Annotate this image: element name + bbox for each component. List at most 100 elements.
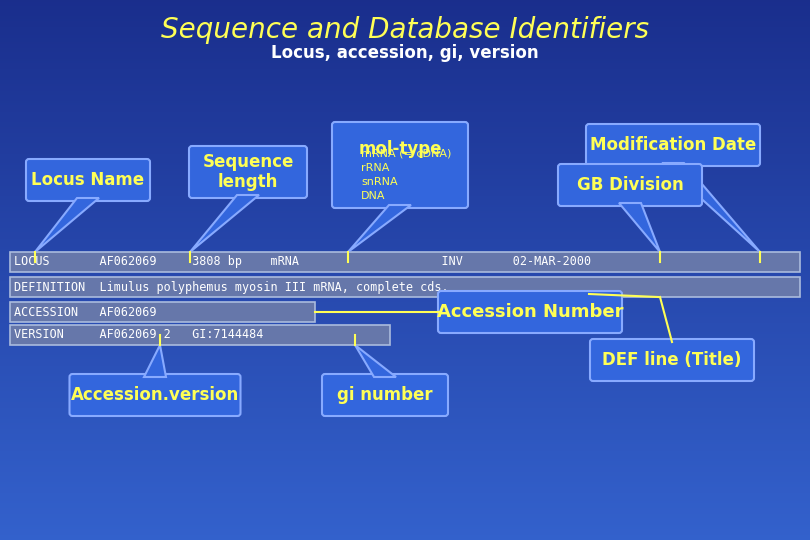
FancyBboxPatch shape (0, 233, 810, 234)
FancyBboxPatch shape (0, 127, 810, 128)
FancyBboxPatch shape (0, 186, 810, 187)
FancyBboxPatch shape (0, 471, 810, 472)
FancyBboxPatch shape (0, 312, 810, 313)
FancyBboxPatch shape (0, 504, 810, 505)
FancyBboxPatch shape (0, 149, 810, 150)
FancyBboxPatch shape (0, 532, 810, 533)
FancyBboxPatch shape (0, 78, 810, 79)
FancyBboxPatch shape (0, 431, 810, 432)
FancyBboxPatch shape (0, 26, 810, 27)
FancyBboxPatch shape (0, 22, 810, 23)
FancyBboxPatch shape (0, 210, 810, 211)
FancyBboxPatch shape (0, 425, 810, 426)
FancyBboxPatch shape (0, 35, 810, 36)
FancyBboxPatch shape (0, 122, 810, 123)
FancyBboxPatch shape (0, 455, 810, 456)
FancyBboxPatch shape (0, 37, 810, 38)
FancyBboxPatch shape (0, 280, 810, 281)
FancyBboxPatch shape (0, 528, 810, 529)
FancyBboxPatch shape (0, 71, 810, 72)
FancyBboxPatch shape (0, 243, 810, 244)
FancyBboxPatch shape (0, 221, 810, 222)
FancyBboxPatch shape (0, 370, 810, 371)
FancyBboxPatch shape (0, 360, 810, 361)
Polygon shape (619, 203, 660, 252)
FancyBboxPatch shape (0, 310, 810, 311)
FancyBboxPatch shape (0, 376, 810, 377)
FancyBboxPatch shape (0, 142, 810, 143)
FancyBboxPatch shape (0, 503, 810, 504)
FancyBboxPatch shape (0, 58, 810, 59)
FancyBboxPatch shape (0, 11, 810, 12)
FancyBboxPatch shape (0, 255, 810, 256)
FancyBboxPatch shape (0, 260, 810, 261)
FancyBboxPatch shape (0, 57, 810, 58)
FancyBboxPatch shape (0, 2, 810, 3)
FancyBboxPatch shape (0, 219, 810, 220)
FancyBboxPatch shape (0, 213, 810, 214)
FancyBboxPatch shape (0, 417, 810, 418)
FancyBboxPatch shape (0, 506, 810, 507)
FancyBboxPatch shape (0, 519, 810, 520)
FancyBboxPatch shape (0, 520, 810, 521)
FancyBboxPatch shape (0, 63, 810, 64)
FancyBboxPatch shape (0, 204, 810, 205)
FancyBboxPatch shape (0, 316, 810, 317)
FancyBboxPatch shape (0, 474, 810, 475)
FancyBboxPatch shape (0, 261, 810, 262)
FancyBboxPatch shape (0, 346, 810, 347)
FancyBboxPatch shape (0, 215, 810, 216)
FancyBboxPatch shape (0, 69, 810, 70)
FancyBboxPatch shape (0, 30, 810, 31)
FancyBboxPatch shape (0, 43, 810, 44)
Text: Locus, accession, gi, version: Locus, accession, gi, version (271, 44, 539, 62)
FancyBboxPatch shape (0, 326, 810, 327)
FancyBboxPatch shape (0, 48, 810, 49)
FancyBboxPatch shape (0, 245, 810, 246)
FancyBboxPatch shape (0, 96, 810, 97)
FancyBboxPatch shape (0, 131, 810, 132)
FancyBboxPatch shape (0, 333, 810, 334)
FancyBboxPatch shape (0, 481, 810, 482)
FancyBboxPatch shape (0, 7, 810, 8)
FancyBboxPatch shape (0, 214, 810, 215)
FancyBboxPatch shape (0, 397, 810, 398)
FancyBboxPatch shape (0, 129, 810, 130)
FancyBboxPatch shape (0, 459, 810, 460)
FancyBboxPatch shape (0, 535, 810, 536)
FancyBboxPatch shape (0, 361, 810, 362)
FancyBboxPatch shape (0, 287, 810, 288)
FancyBboxPatch shape (0, 353, 810, 354)
FancyBboxPatch shape (0, 62, 810, 63)
Text: DEFINITION  Limulus polyphemus myosin III mRNA, complete cds.: DEFINITION Limulus polyphemus myosin III… (14, 280, 449, 294)
FancyBboxPatch shape (0, 222, 810, 223)
FancyBboxPatch shape (0, 335, 810, 336)
FancyBboxPatch shape (0, 179, 810, 180)
FancyBboxPatch shape (0, 70, 810, 71)
FancyBboxPatch shape (0, 377, 810, 378)
FancyBboxPatch shape (0, 54, 810, 55)
FancyBboxPatch shape (0, 1, 810, 2)
FancyBboxPatch shape (0, 365, 810, 366)
FancyBboxPatch shape (0, 279, 810, 280)
FancyBboxPatch shape (0, 408, 810, 409)
FancyBboxPatch shape (0, 224, 810, 225)
FancyBboxPatch shape (0, 94, 810, 95)
FancyBboxPatch shape (0, 104, 810, 105)
FancyBboxPatch shape (0, 166, 810, 167)
FancyBboxPatch shape (0, 495, 810, 496)
FancyBboxPatch shape (0, 44, 810, 45)
FancyBboxPatch shape (0, 404, 810, 405)
FancyBboxPatch shape (0, 363, 810, 364)
FancyBboxPatch shape (0, 304, 810, 305)
Polygon shape (348, 205, 411, 252)
FancyBboxPatch shape (0, 133, 810, 134)
FancyBboxPatch shape (0, 140, 810, 141)
FancyBboxPatch shape (0, 448, 810, 449)
FancyBboxPatch shape (0, 530, 810, 531)
FancyBboxPatch shape (0, 537, 810, 538)
FancyBboxPatch shape (0, 469, 810, 470)
FancyBboxPatch shape (0, 263, 810, 264)
FancyBboxPatch shape (0, 236, 810, 237)
FancyBboxPatch shape (0, 325, 810, 326)
